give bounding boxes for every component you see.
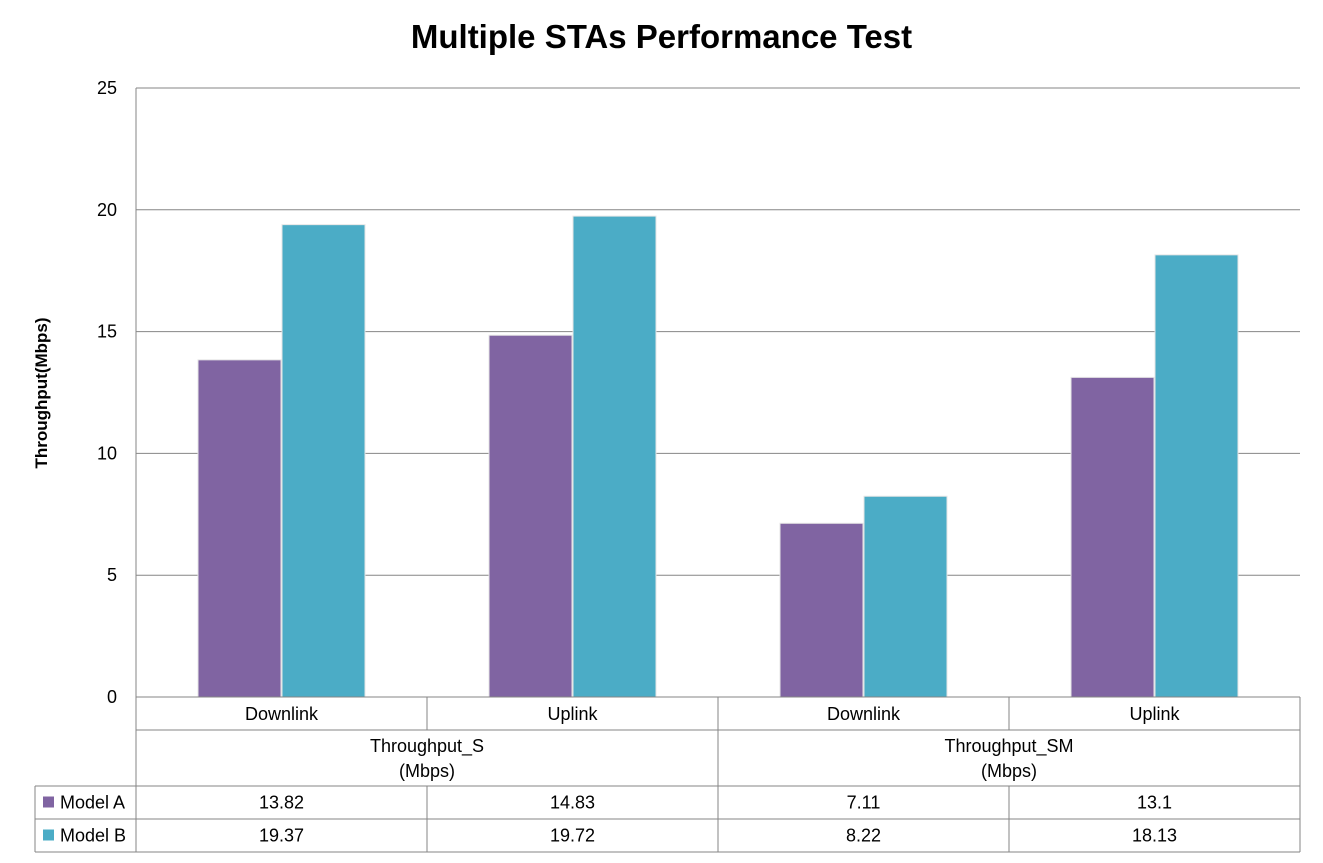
- bar-model-a-2: [489, 335, 572, 697]
- y-axis-title: Throughput(Mbps): [32, 317, 51, 468]
- y-tick-label: 5: [107, 565, 117, 585]
- y-tick-label: 10: [97, 443, 117, 463]
- legend-label: Model B: [60, 826, 126, 846]
- legend-key-model-b: [43, 829, 54, 841]
- data-label: 14.83: [550, 793, 595, 813]
- x-group-label: Throughput_SM: [944, 736, 1073, 757]
- bar-model-a-1: [198, 360, 281, 697]
- x-category-label: Downlink: [827, 704, 901, 724]
- data-label: 7.11: [847, 793, 881, 813]
- x-group-unit-label: (Mbps): [399, 761, 455, 781]
- data-label: 8.22: [846, 826, 881, 846]
- legend-key-model-a: [43, 796, 54, 808]
- bar-model-b-2: [573, 216, 656, 698]
- bar-model-a-3: [780, 523, 863, 697]
- bar-model-b-1: [282, 225, 365, 698]
- bar-model-b-3: [864, 496, 947, 697]
- x-category-label: Downlink: [245, 704, 319, 724]
- y-tick-label: 15: [97, 322, 117, 342]
- y-tick-label: 0: [107, 687, 117, 707]
- data-label: 19.72: [550, 826, 595, 846]
- chart-title: Multiple STAs Performance Test: [410, 18, 913, 55]
- bar-model-a-4: [1071, 377, 1154, 697]
- y-tick-label: 20: [97, 200, 117, 220]
- data-label: 19.37: [259, 826, 304, 846]
- x-group-label: Throughput_S: [370, 736, 484, 757]
- bar-model-b-4: [1155, 255, 1238, 697]
- x-category-label: Uplink: [1129, 704, 1180, 724]
- data-label: 13.1: [1137, 793, 1172, 813]
- legend-label: Model A: [60, 793, 125, 813]
- x-group-unit-label: (Mbps): [981, 761, 1037, 781]
- data-label: 18.13: [1132, 826, 1177, 846]
- data-label: 13.82: [259, 793, 304, 813]
- x-category-label: Uplink: [547, 704, 598, 724]
- y-tick-label: 25: [97, 78, 117, 98]
